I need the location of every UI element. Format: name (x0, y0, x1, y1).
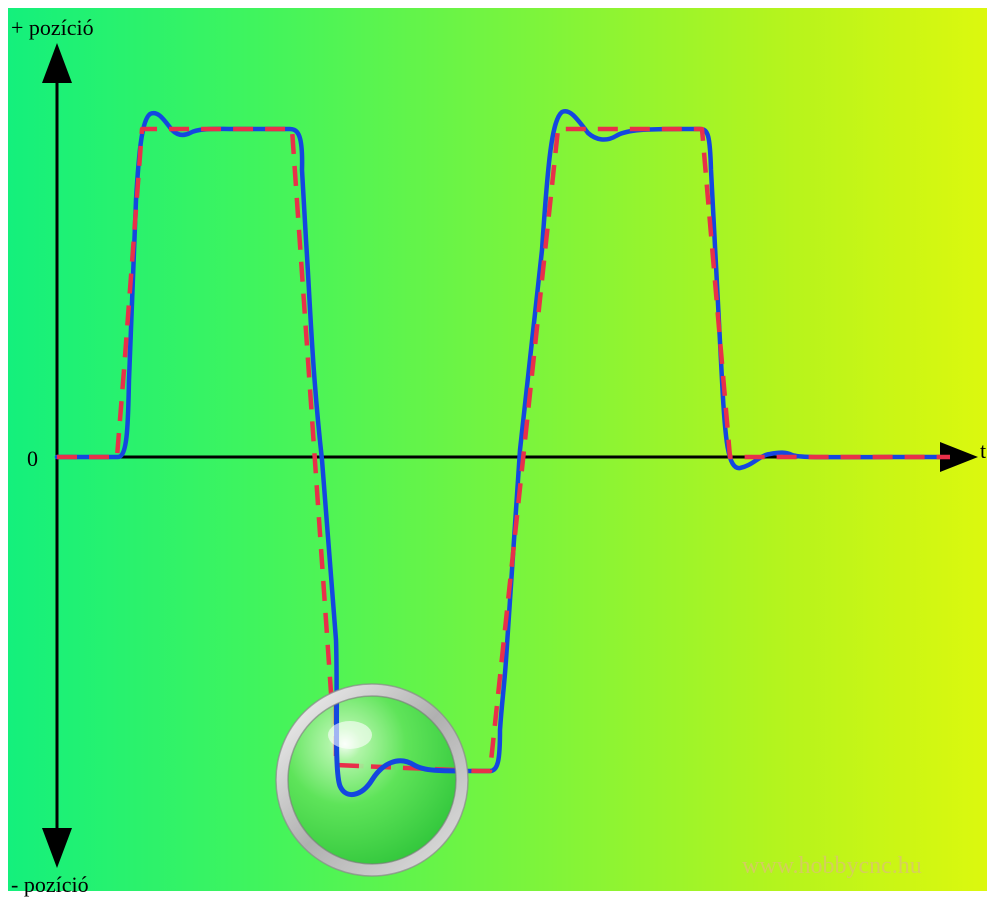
y-axis-bottom-label: - pozíció (11, 872, 89, 897)
y-axis-top-label: + pozíció (11, 15, 94, 40)
target-position-curve (57, 126, 950, 774)
watermark-text: www.hobbycnc.hu (742, 853, 922, 879)
x-axis-label: t (980, 438, 986, 463)
right-arrow-icon (940, 442, 978, 472)
magnified-target-segment (333, 690, 462, 774)
up-arrow-icon (42, 43, 72, 83)
down-arrow-icon (42, 828, 72, 868)
gradient-background (8, 8, 987, 891)
magnifier-lens-icon (275, 683, 469, 877)
zero-label: 0 (27, 446, 38, 471)
